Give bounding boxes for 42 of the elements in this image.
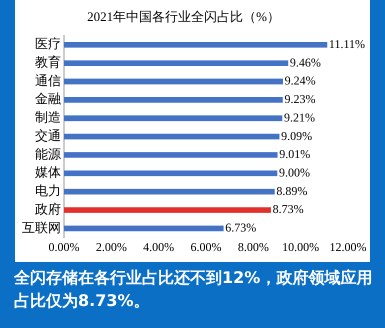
y-tick-label: 医疗 <box>35 37 61 52</box>
data-label: 9.46% <box>290 55 321 70</box>
y-tick-label: 互联网 <box>22 220 61 236</box>
y-tick-label: 能源 <box>35 147 61 162</box>
x-tick-label: 10.00% <box>282 240 320 254</box>
bar <box>64 207 271 213</box>
data-label: 9.24% <box>284 74 316 88</box>
data-label: 11.11% <box>328 36 366 51</box>
data-label: 9.01% <box>279 147 310 162</box>
y-tick-label: 教育 <box>35 54 61 71</box>
bar <box>64 115 282 122</box>
x-tick-label: 2.00% <box>96 240 127 254</box>
bar <box>64 60 288 66</box>
y-tick-label: 政府 <box>35 201 61 218</box>
bar <box>64 134 280 140</box>
x-tick-label: 0.00% <box>48 240 80 254</box>
data-label: 6.73% <box>225 220 256 235</box>
bar <box>64 42 328 48</box>
bar <box>64 78 284 84</box>
data-label: 8.73% <box>272 202 304 216</box>
bar <box>64 152 278 158</box>
data-label: 9.09% <box>281 128 312 143</box>
data-label: 9.23% <box>284 92 316 106</box>
y-tick-label: 制造 <box>35 110 61 126</box>
bar <box>64 170 278 176</box>
y-tick-label: 金融 <box>35 92 61 108</box>
data-label: 9.00% <box>279 165 310 180</box>
bar <box>64 188 275 195</box>
bar <box>64 97 283 103</box>
x-tick-label: 12.00% <box>330 240 366 254</box>
y-tick-label: 电力 <box>35 184 61 200</box>
x-tick-label: 6.00% <box>190 240 222 254</box>
y-tick-label: 交通 <box>35 128 61 144</box>
x-tick-label: 8.00% <box>238 240 269 254</box>
data-label: 8.89% <box>276 184 308 198</box>
data-label: 9.21% <box>284 110 315 124</box>
y-tick-label: 通信 <box>35 74 61 89</box>
x-tick-label: 4.00% <box>143 240 174 254</box>
y-tick-label: 媒体 <box>35 166 61 181</box>
text: 全闪存储在各行业占比还不到12%，政府领域应用占比仅为8.73%。 <box>14 267 374 312</box>
bar <box>64 226 224 232</box>
chart-title: 2021年中国各行业全闪占比（%） <box>87 9 280 24</box>
